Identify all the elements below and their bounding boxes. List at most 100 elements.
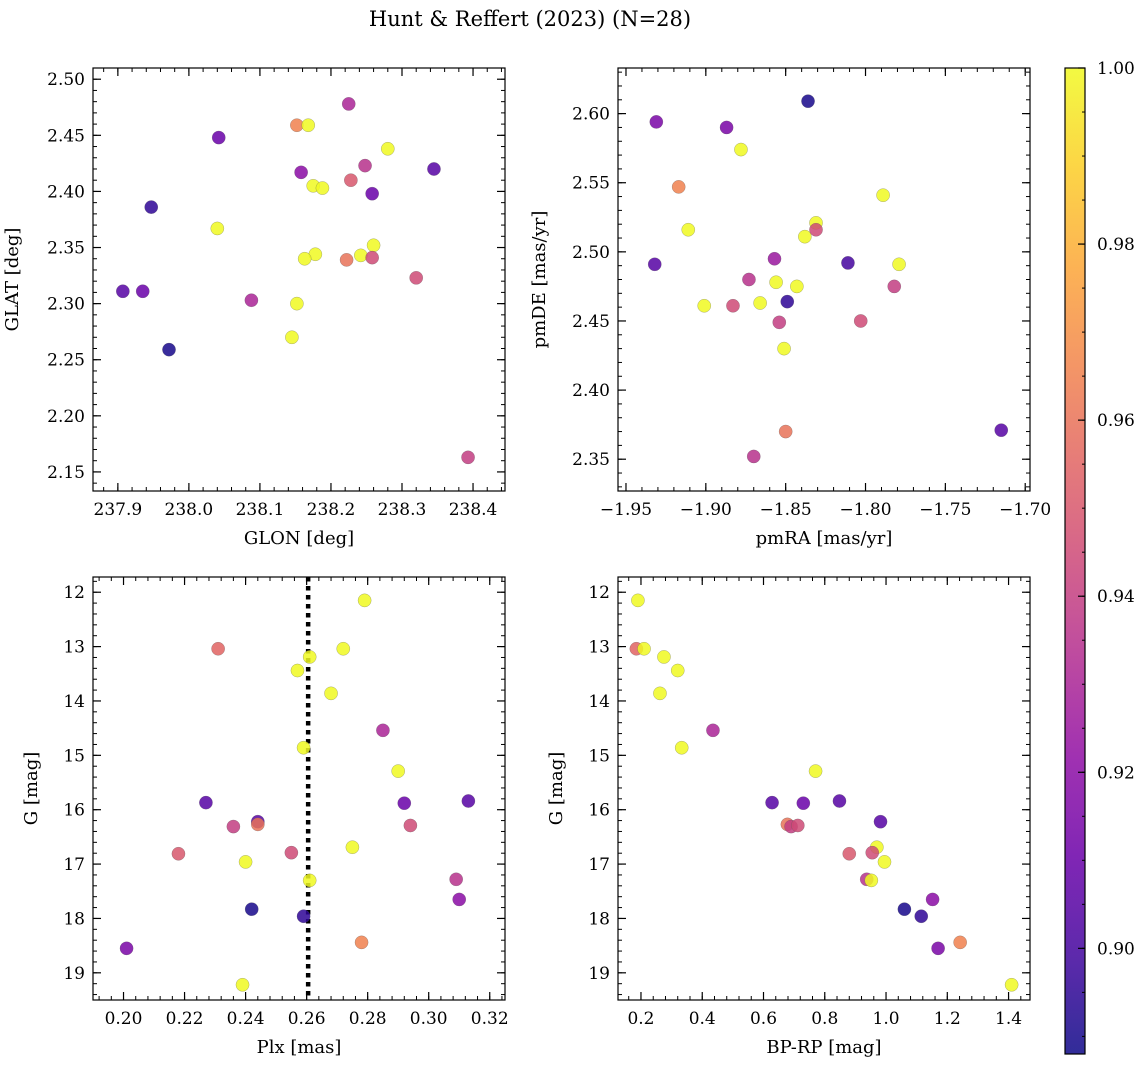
colorbar: 0.90 0.92 0.94 0.96 0.98 1.00 <box>1064 59 1135 1055</box>
data-point <box>753 296 767 310</box>
x-tick-label: 0.6 <box>750 1009 777 1029</box>
points-group <box>629 593 1019 992</box>
x-axis-label: BP-RP [mag] <box>766 1037 881 1058</box>
data-point <box>285 330 299 345</box>
x-tick-label: 0.28 <box>349 1009 387 1029</box>
data-point <box>637 641 651 656</box>
data-point <box>284 845 299 860</box>
scatter-panel-glon-glat: 237.9 238.0 238.1 238.2 238.3 238.4 2.15 2.20 2.… <box>2 67 506 549</box>
y-tick-label: 2.30 <box>47 295 85 315</box>
x-tick-label: 1.4 <box>995 1009 1022 1029</box>
data-point <box>199 795 213 810</box>
scatter-panel-bprp-g: 0.2 0.4 0.6 0.8 1.0 1.2 1.4 12 13 14 15 16 17 18 19 BP-… <box>546 576 1031 1058</box>
data-point <box>864 873 879 888</box>
data-point <box>853 314 868 328</box>
y-tick-label: 2.40 <box>572 381 610 401</box>
x-tick-label: 0.24 <box>227 1009 265 1029</box>
data-point <box>742 272 756 287</box>
y-tick-label: 2.25 <box>47 351 85 371</box>
colorbar-tick-label: 0.96 <box>1097 411 1135 431</box>
data-point <box>226 819 241 834</box>
data-point <box>777 341 791 356</box>
data-point <box>302 873 317 888</box>
x-tick-label: 0.30 <box>410 1009 448 1029</box>
axes-frame <box>92 67 506 492</box>
y-tick-label: 2.40 <box>47 182 85 202</box>
data-point <box>315 181 330 195</box>
data-point <box>211 130 226 145</box>
data-point <box>324 686 338 701</box>
data-point <box>653 686 667 701</box>
data-point <box>244 293 259 308</box>
x-tick-label: 238.4 <box>449 500 498 520</box>
colorbar-tick-label: 0.94 <box>1097 587 1135 607</box>
data-point <box>162 342 176 357</box>
data-point <box>842 846 857 861</box>
x-tick-label: −1.80 <box>839 500 891 520</box>
points-group <box>647 94 1009 464</box>
scatter-panel-plx-g: 0.20 0.22 0.24 0.26 0.28 0.30 0.32 12 13 14 15 16 17… <box>21 576 509 1058</box>
data-point <box>171 846 186 861</box>
data-point <box>336 641 351 656</box>
data-point <box>1004 977 1019 992</box>
colorbar-tick-label: 0.98 <box>1097 235 1135 255</box>
y-axis-label: pmDE [mas/yr] <box>529 211 550 349</box>
axes-frame <box>617 576 1031 1001</box>
data-point <box>290 663 305 678</box>
axes-frame <box>92 576 506 1001</box>
figure-title: Hunt & Reffert (2023) (N=28) <box>369 7 691 31</box>
y-tick-label: 18 <box>588 909 610 929</box>
y-tick-label: 12 <box>63 583 85 603</box>
data-point <box>366 238 381 253</box>
data-point <box>461 450 475 465</box>
data-point <box>391 764 405 778</box>
x-tick-label: 238.1 <box>236 500 285 520</box>
y-tick-label: 2.60 <box>572 105 610 125</box>
x-tick-label: 0.32 <box>471 1009 509 1029</box>
x-tick-label: 238.3 <box>378 500 427 520</box>
data-point <box>808 764 823 778</box>
y-tick-label: 2.45 <box>47 126 85 146</box>
y-tick-label: 17 <box>588 855 610 875</box>
data-point <box>876 188 890 202</box>
data-point <box>994 423 1009 437</box>
x-axis-label: pmRA [mas/yr] <box>756 528 893 549</box>
x-tick-label: 1.2 <box>934 1009 961 1029</box>
y-tick-label: 2.35 <box>47 239 85 259</box>
data-point <box>791 818 805 833</box>
data-point <box>865 845 880 860</box>
data-point <box>892 257 906 272</box>
data-point <box>832 794 847 808</box>
y-tick-label: 14 <box>63 692 85 712</box>
data-point <box>778 424 793 439</box>
data-point <box>297 251 312 266</box>
colorbar-tick-label: 0.90 <box>1097 939 1135 959</box>
data-point <box>897 902 912 917</box>
data-point <box>734 142 748 157</box>
data-point <box>796 796 811 810</box>
colorbar-tick-label: 1.00 <box>1097 59 1135 79</box>
data-point <box>449 872 463 887</box>
points-group <box>116 97 475 465</box>
axes-frame <box>617 67 1031 492</box>
data-point <box>809 222 823 237</box>
data-point <box>681 222 696 237</box>
y-tick-label: 16 <box>63 801 85 821</box>
y-axis-label: G [mag] <box>546 752 567 825</box>
data-point <box>344 173 358 188</box>
data-point <box>769 275 783 290</box>
data-point <box>358 158 372 173</box>
y-tick-label: 14 <box>588 692 610 712</box>
data-point <box>210 221 225 236</box>
data-point <box>719 120 734 135</box>
y-tick-label: 2.50 <box>47 70 85 90</box>
x-tick-label: 0.4 <box>689 1009 716 1029</box>
data-point <box>301 118 316 133</box>
data-point <box>144 200 159 214</box>
y-axis-label: GLAT [deg] <box>2 228 23 332</box>
data-point <box>671 180 686 194</box>
data-point <box>657 650 671 664</box>
data-point <box>765 795 779 810</box>
x-tick-label: 237.9 <box>94 500 143 520</box>
